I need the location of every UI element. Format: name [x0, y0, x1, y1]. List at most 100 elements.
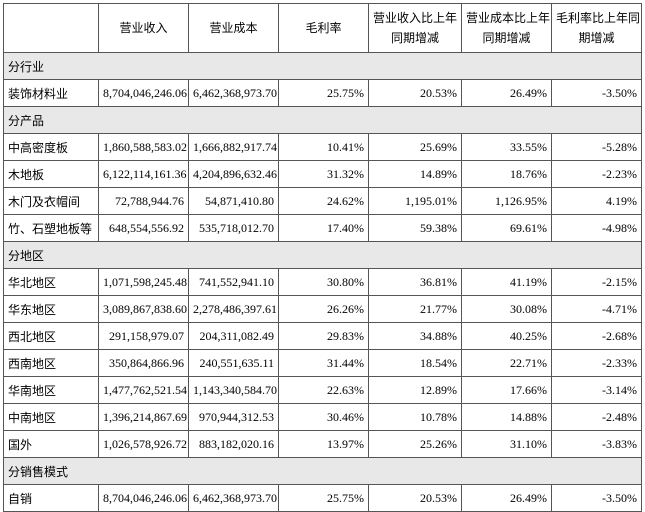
data-row: 西北地区 291,158,979.07 204,311,082.49 29.83% 34… [3, 322, 642, 350]
cell: 535,718,012.70 [188, 214, 279, 242]
cell: 69.61% [461, 214, 552, 242]
cell: -2.15% [551, 268, 642, 296]
cell: 25.75% [278, 484, 369, 512]
cell: 883,182,020.16 [188, 430, 279, 458]
data-row: 国外 1,026,578,926.72 883,182,020.16 13.97% 25… [3, 430, 642, 458]
header-line: 期增减 [578, 31, 615, 45]
row-name: 装饰材料业 [3, 79, 99, 107]
header-line: 营业收入 [119, 21, 168, 35]
cell: -2.33% [551, 349, 642, 377]
cell: 25.69% [368, 133, 462, 161]
cell: 6,462,368,973.70 [188, 79, 279, 107]
header-cell: 毛利率 [278, 3, 369, 53]
cell: 29.83% [278, 322, 369, 350]
header-line: 营业成本 [209, 21, 258, 35]
data-row: 木门及衣帽间 72,788,944.76 54,871,410.80 24.62% 1,… [3, 187, 642, 215]
header-line: 营业成本比上年 [466, 11, 551, 25]
cell: 12.89% [368, 376, 462, 404]
data-row: 中南地区 1,396,214,867.69 970,944,312.53 30.46%… [3, 403, 642, 431]
cell: -5.28% [551, 133, 642, 161]
cell: 17.66% [461, 376, 552, 404]
cell: 20.53% [368, 79, 462, 107]
cell: 31.32% [278, 160, 369, 188]
cell: 14.89% [368, 160, 462, 188]
cell: 1,396,214,867.69 [98, 403, 189, 431]
row-name: 竹、石塑地板等 [3, 214, 99, 242]
row-name: 木门及衣帽间 [3, 187, 99, 215]
cell: 648,554,556.92 [98, 214, 189, 242]
cell: -2.68% [551, 322, 642, 350]
cell: -3.50% [551, 484, 642, 512]
row-name: 华东地区 [3, 295, 99, 323]
cell: 240,551,635.11 [188, 349, 279, 377]
cell: 34.88% [368, 322, 462, 350]
cell: 25.26% [368, 430, 462, 458]
section-title: 分地区 [3, 241, 642, 269]
data-row: 木地板 6,122,114,161.36 4,204,896,632.46 31.32… [3, 160, 642, 188]
cell: 4.19% [551, 187, 642, 215]
cell: 741,552,941.10 [188, 268, 279, 296]
cell: 291,158,979.07 [98, 322, 189, 350]
section-row: 分销售模式 [3, 457, 642, 485]
cell: 26.49% [461, 79, 552, 107]
cell: 1,195.01% [368, 187, 462, 215]
revenue-table: 营业收入 营业成本 毛利率 营业收入比上年 同期增减 营业成本比上年 同期增减 毛利率比上年同… [3, 3, 642, 512]
section-row: 分地区 [3, 241, 642, 269]
cell: 54,871,410.80 [188, 187, 279, 215]
header-cell: 营业成本 [188, 3, 279, 53]
cell: 1,126.95% [461, 187, 552, 215]
cell: 2,278,486,397.61 [188, 295, 279, 323]
cell: 3,089,867,838.60 [98, 295, 189, 323]
section-row: 分行业 [3, 52, 642, 80]
row-name: 木地板 [3, 160, 99, 188]
cell: 4,204,896,632.46 [188, 160, 279, 188]
cell: 26.49% [461, 484, 552, 512]
cell: 18.54% [368, 349, 462, 377]
cell: 18.76% [461, 160, 552, 188]
cell: 10.41% [278, 133, 369, 161]
cell: -3.83% [551, 430, 642, 458]
header-line: 同期增减 [482, 31, 531, 45]
cell: 14.88% [461, 403, 552, 431]
cell: 6,462,368,973.70 [188, 484, 279, 512]
cell: 1,477,762,521.54 [98, 376, 189, 404]
cell: 30.08% [461, 295, 552, 323]
section-title: 分销售模式 [3, 457, 642, 485]
data-row: 装饰材料业 8,704,046,246.06 6,462,368,973.70 25.… [3, 79, 642, 107]
header-row: 营业收入 营业成本 毛利率 营业收入比上年 同期增减 营业成本比上年 同期增减 毛利率比上年同… [3, 3, 642, 53]
cell: 41.19% [461, 268, 552, 296]
cell: 10.78% [368, 403, 462, 431]
row-name: 中南地区 [3, 403, 99, 431]
row-name: 国外 [3, 430, 99, 458]
header-cell: 营业收入比上年 同期增减 [368, 3, 462, 53]
cell: 13.97% [278, 430, 369, 458]
cell: 22.63% [278, 376, 369, 404]
section-row: 分产品 [3, 106, 642, 134]
cell: 31.10% [461, 430, 552, 458]
cell: 1,666,882,917.74 [188, 133, 279, 161]
row-name: 中高密度板 [3, 133, 99, 161]
cell: 350,864,866.96 [98, 349, 189, 377]
row-name: 西北地区 [3, 322, 99, 350]
data-row: 自销 8,704,046,246.06 6,462,368,973.70 25.75%… [3, 484, 642, 512]
cell: 33.55% [461, 133, 552, 161]
cell: 1,026,578,926.72 [98, 430, 189, 458]
cell: 26.26% [278, 295, 369, 323]
cell: 24.62% [278, 187, 369, 215]
header-line: 营业收入比上年 [373, 11, 458, 25]
cell: 6,122,114,161.36 [98, 160, 189, 188]
header-line: 毛利率比上年同 [556, 11, 641, 25]
cell: 59.38% [368, 214, 462, 242]
cell: 36.81% [368, 268, 462, 296]
cell: 8,704,046,246.06 [98, 484, 189, 512]
header-line: 同期增减 [390, 31, 439, 45]
header-cell: 营业成本比上年 同期增减 [461, 3, 552, 53]
row-name: 华北地区 [3, 268, 99, 296]
cell: 30.46% [278, 403, 369, 431]
cell: 30.80% [278, 268, 369, 296]
header-cell: 营业收入 [98, 3, 189, 53]
data-row: 华北地区 1,071,598,245.48 741,552,941.10 30.80%… [3, 268, 642, 296]
cell: -4.71% [551, 295, 642, 323]
cell: 31.44% [278, 349, 369, 377]
